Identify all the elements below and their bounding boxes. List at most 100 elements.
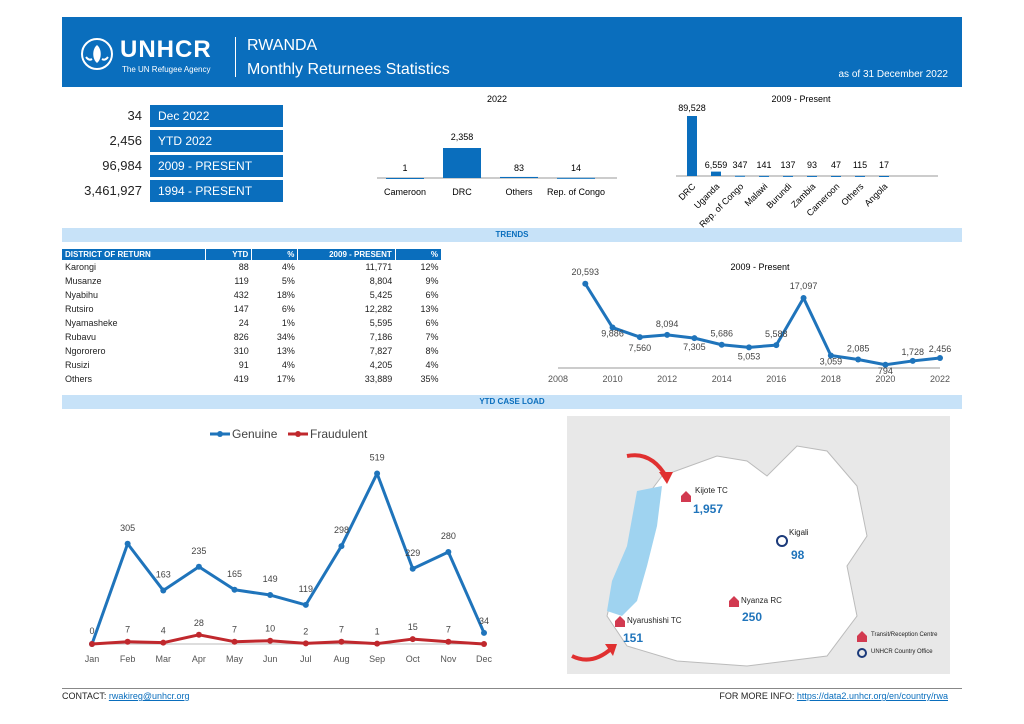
- x-tick-label: 2016: [766, 374, 786, 384]
- table-cell: 9%: [425, 276, 439, 286]
- category-label: Rep. of Congo: [547, 187, 605, 197]
- table-cell: Rutsiro: [65, 304, 94, 314]
- table-cell: Nyabihu: [65, 290, 99, 300]
- bar-label: 2,358: [451, 132, 474, 142]
- bar-label: 1: [402, 163, 407, 173]
- table-cell: 119: [234, 276, 249, 286]
- x-tick-label: Jun: [263, 654, 278, 664]
- data-point: [338, 638, 345, 645]
- table-cell: 12%: [420, 262, 439, 272]
- x-tick-label: 2020: [875, 374, 895, 384]
- series-line: [90, 471, 486, 645]
- x-tick-label: Mar: [156, 654, 172, 664]
- data-point: [746, 344, 752, 351]
- data-point: [882, 361, 889, 368]
- table-cell: 33,889: [364, 374, 393, 384]
- category-label: Others: [505, 187, 533, 197]
- x-tick-label: 2022: [930, 374, 950, 384]
- data-label: 4: [161, 626, 166, 636]
- data-label: 7: [339, 625, 344, 635]
- logo-subtitle: The UN Refugee Agency: [122, 65, 211, 74]
- bar-label: 137: [780, 160, 795, 170]
- table-cell: 310: [233, 346, 249, 356]
- data-point: [302, 640, 309, 647]
- table-row: Nyabihu 432 18% 5,425 6%: [62, 288, 442, 302]
- category-label: DRC: [452, 187, 472, 197]
- data-point: [691, 335, 698, 342]
- data-label: 34: [479, 616, 489, 626]
- data-point: [937, 354, 943, 361]
- table-cell: Ngororero: [65, 346, 106, 356]
- stat-value-month: 34: [127, 108, 142, 123]
- x-tick-label: 2010: [603, 374, 623, 384]
- table-cell: 13%: [420, 304, 439, 314]
- contact-email-link[interactable]: rwakireg@unhcr.org: [108, 691, 190, 701]
- data-point: [445, 549, 452, 555]
- table-cell: 13%: [276, 346, 295, 356]
- x-tick-label: May: [226, 654, 244, 664]
- data-label: 7: [125, 625, 130, 635]
- data-point: [124, 540, 131, 547]
- bar: [855, 175, 865, 177]
- bar-label: 6,559: [705, 160, 728, 170]
- map-value-kigali: 98: [791, 548, 805, 562]
- data-point: [231, 638, 238, 645]
- stat-label-2009: 2009 - PRESENT: [150, 155, 283, 177]
- data-point: [374, 470, 381, 477]
- table-cell: 6%: [425, 290, 439, 300]
- table-cell: 35%: [420, 374, 439, 384]
- data-point: [267, 637, 274, 644]
- table-cell: 5,595: [369, 318, 393, 328]
- data-label: 2,456: [929, 344, 952, 354]
- data-point: [231, 586, 238, 593]
- stat-label-ytd: YTD 2022: [150, 130, 283, 152]
- report-header: UNHCR The UN Refugee Agency RWANDA Month…: [62, 17, 962, 87]
- table-cell: 88: [238, 262, 249, 272]
- trend-line: [584, 282, 941, 367]
- info-url-link[interactable]: https://data2.unhcr.org/en/country/rwa: [796, 691, 948, 701]
- bar-label: 83: [514, 163, 524, 173]
- table-cell: 34%: [276, 332, 295, 342]
- data-point: [338, 543, 345, 550]
- table-cell: 18%: [276, 290, 295, 300]
- bar: [783, 175, 793, 177]
- table-row: Rusizi 91 4% 4,205 4%: [62, 358, 442, 372]
- data-point: [89, 641, 95, 647]
- bar: [687, 116, 697, 176]
- legend-label: Genuine: [232, 427, 278, 441]
- data-point: [267, 592, 274, 599]
- trend-line-chart: 2009 - Present 2008 2010 2012 2014 2016 2018 20…: [548, 262, 952, 384]
- data-label: 15: [408, 622, 418, 632]
- series-line: [91, 633, 485, 646]
- map-value-nyanza: 250: [742, 610, 763, 624]
- data-label: 1: [375, 627, 380, 637]
- data-label: 794: [878, 366, 893, 376]
- data-label: 9,886: [601, 329, 624, 339]
- bar: [831, 175, 841, 177]
- report-title: Monthly Returnees Statistics: [247, 61, 450, 78]
- bar: [443, 148, 481, 178]
- map-label-kigali: Kigali: [789, 528, 809, 537]
- x-tick-label: Sep: [369, 654, 385, 664]
- data-point: [445, 638, 452, 645]
- data-point: [160, 639, 167, 646]
- legend-marker: [295, 431, 301, 437]
- bar-label: 89,528: [678, 103, 706, 113]
- table-cell: 5,425: [369, 290, 393, 300]
- contact-label: CONTACT:: [62, 691, 107, 701]
- category-label: Rep. of Congo: [697, 181, 745, 229]
- data-point: [800, 295, 807, 302]
- data-point: [664, 331, 671, 338]
- bar-chart-2022: 2022 1 Cameroon 2,358 DRC 83 Others 14 Rep. of C…: [377, 94, 617, 197]
- data-point: [124, 638, 131, 645]
- data-label: 163: [156, 569, 171, 579]
- table-cell: 24: [238, 318, 249, 328]
- bar-label: 14: [571, 163, 581, 173]
- x-tick-label: Apr: [192, 654, 206, 664]
- table-row: Nyamasheke 24 1% 5,595 6%: [62, 316, 442, 330]
- caseload-section-band: YTD CASE LOAD: [62, 395, 962, 409]
- category-label: DRC: [677, 181, 698, 202]
- trends-section-band: TRENDS: [62, 228, 962, 242]
- footer-divider: [62, 688, 962, 689]
- stat-label-1994: 1994 - PRESENT: [150, 180, 283, 202]
